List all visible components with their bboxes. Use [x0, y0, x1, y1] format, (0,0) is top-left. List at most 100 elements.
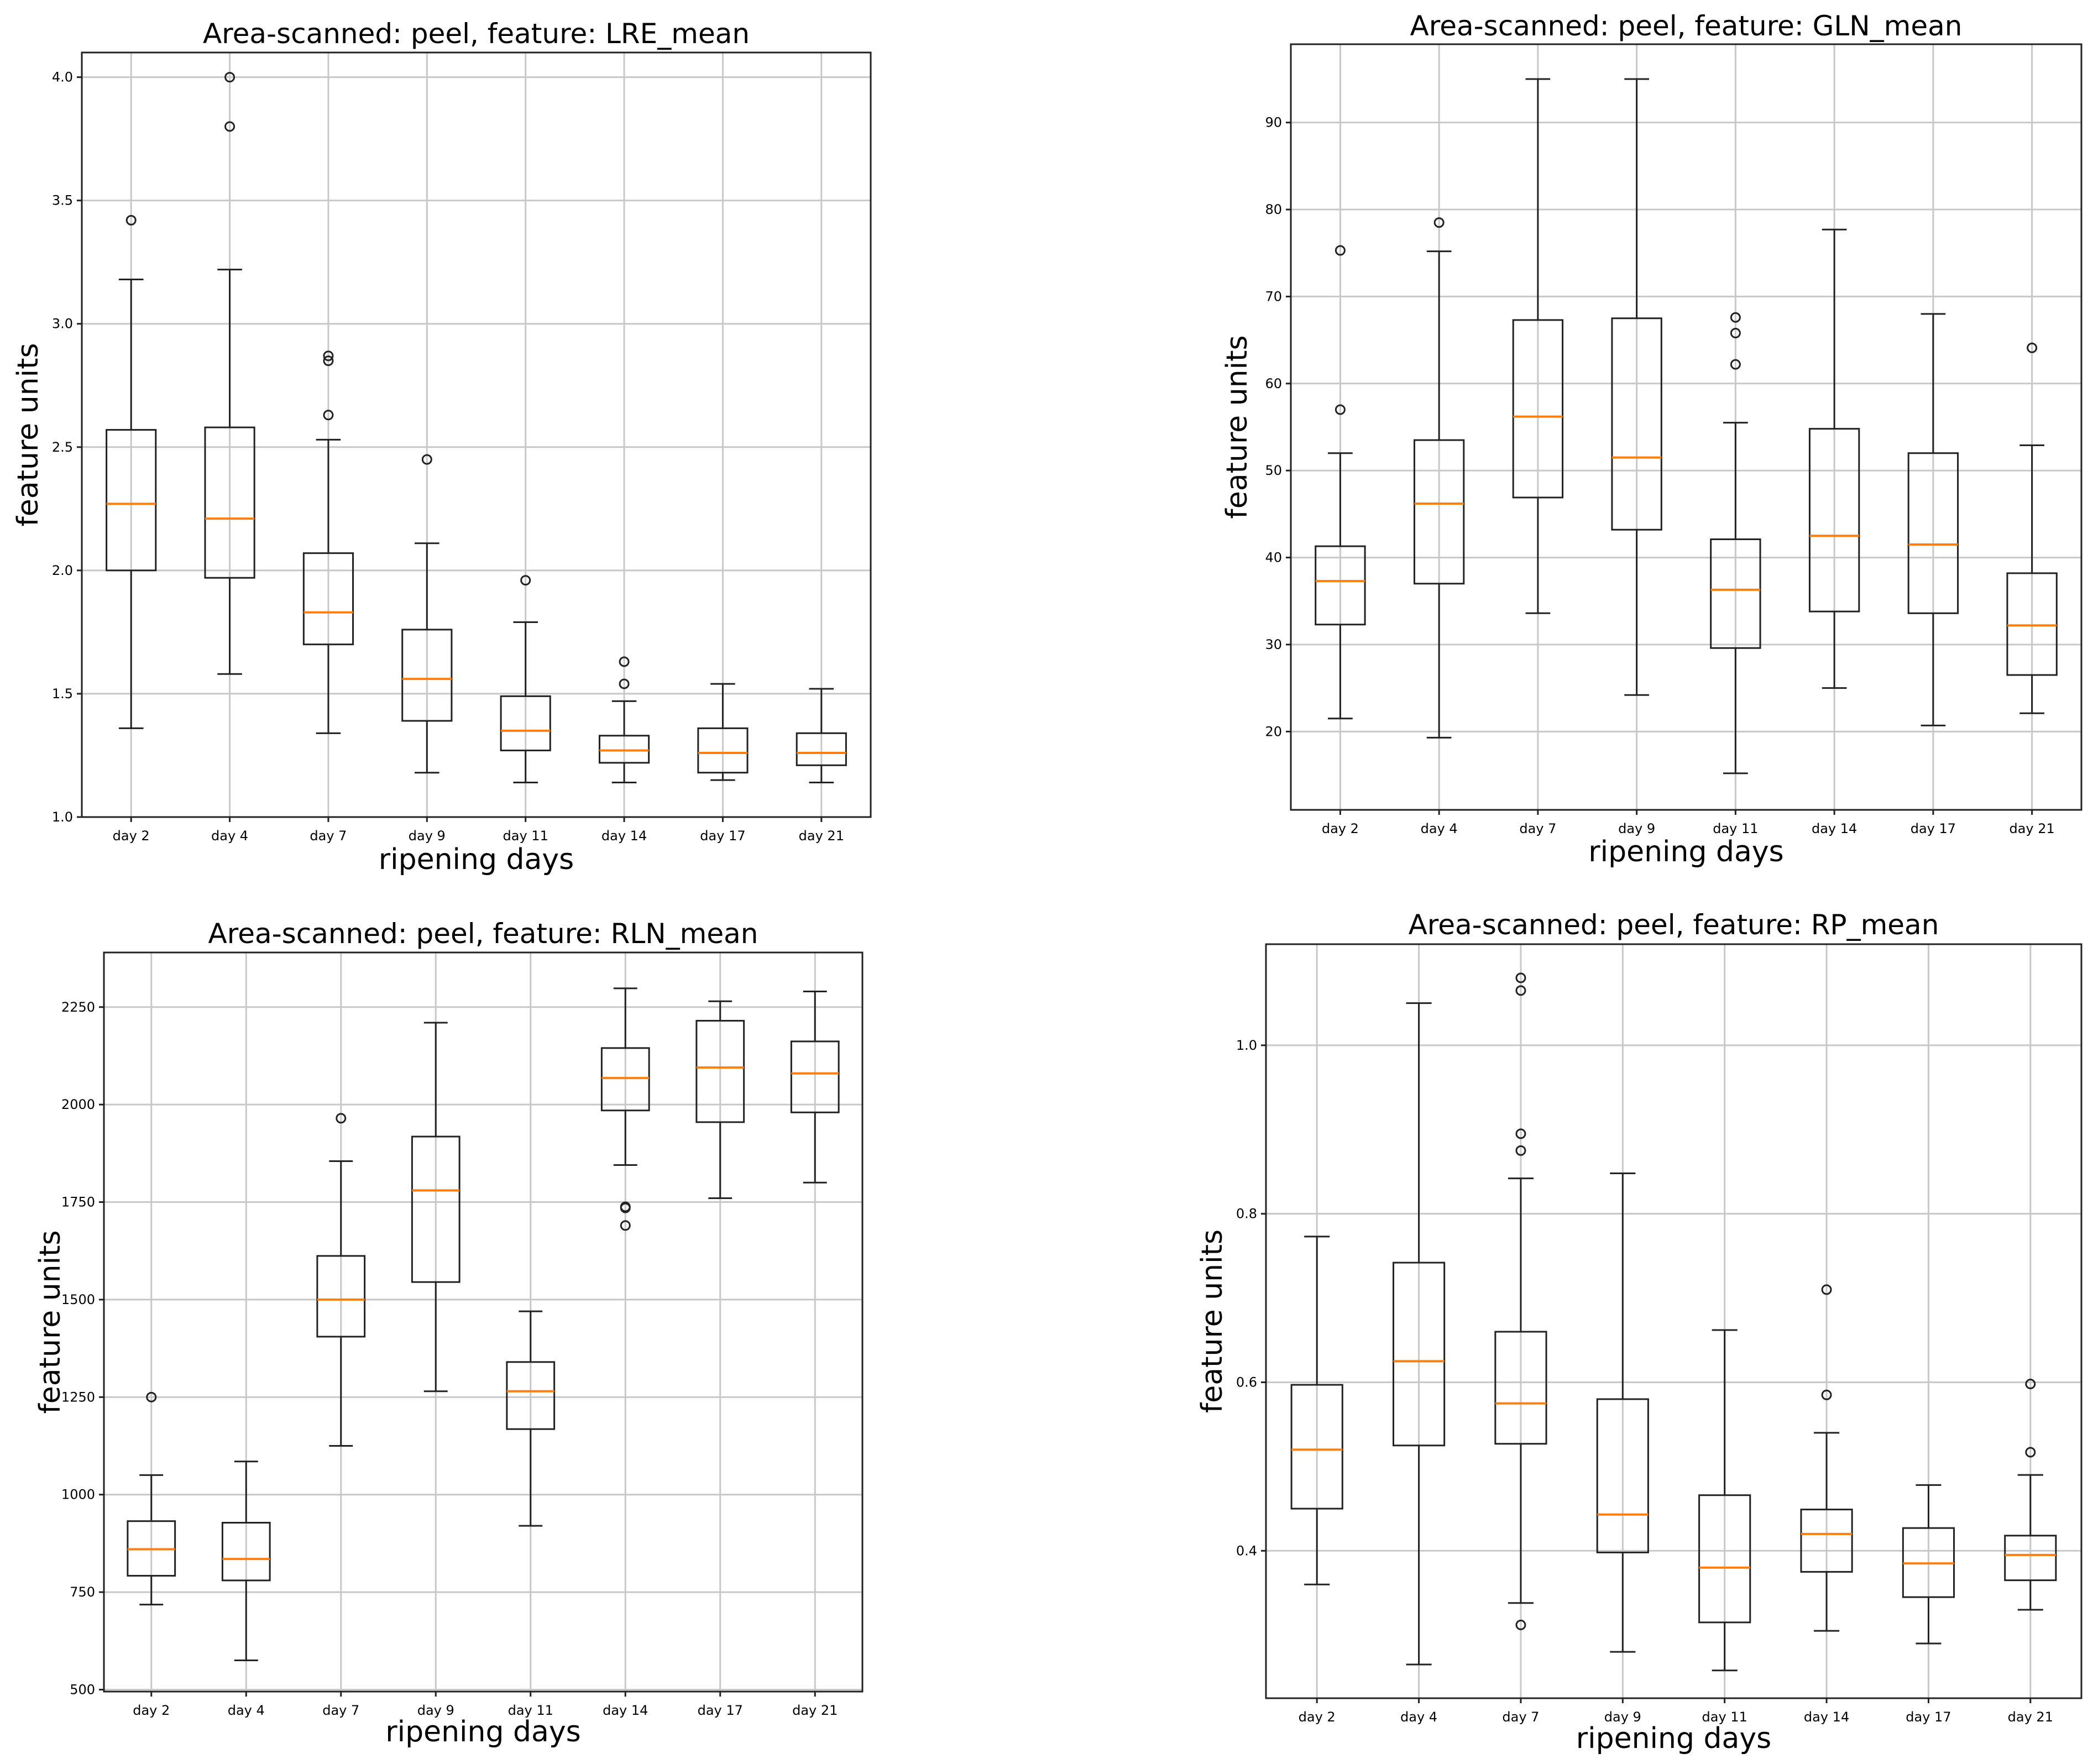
outlier-point	[1515, 972, 1526, 983]
x-tick-label: day 17	[1906, 1709, 1951, 1725]
x-tick-label: day 2	[1299, 1709, 1336, 1725]
y-tick-label: 0.6	[1236, 1374, 1257, 1390]
box-day-7	[1512, 78, 1564, 614]
x-tick-label: day 9	[1618, 821, 1655, 836]
chart-title: Area-scanned: peel, feature: RP_mean	[1409, 909, 1939, 941]
x-tick-label: day 14	[601, 828, 647, 844]
iqr-box	[302, 552, 354, 646]
y-tick-label: 20	[1265, 724, 1282, 739]
x-tick-label: day 2	[113, 828, 150, 844]
outlier-point	[323, 350, 334, 362]
outlier-point	[2025, 1379, 2036, 1390]
box-day-2	[1315, 245, 1366, 720]
y-tick-label: 80	[1265, 202, 1282, 217]
outlier-point	[1730, 328, 1741, 339]
box-day-11	[506, 1310, 556, 1527]
iqr-box	[1315, 545, 1366, 626]
box-day-7	[1494, 972, 1547, 1630]
box-day-4	[221, 1461, 271, 1662]
x-tick-label: day 21	[2009, 821, 2054, 836]
x-tick-label: day 7	[1519, 821, 1556, 836]
outlier-point	[1821, 1284, 1832, 1295]
outlier-point	[1433, 217, 1445, 228]
box-day-21	[2006, 342, 2058, 714]
box-day-17	[1902, 1484, 1955, 1645]
iqr-box	[1907, 452, 1959, 614]
outlier-point	[224, 121, 236, 132]
outlier-point	[1730, 312, 1741, 323]
iqr-box	[1413, 439, 1465, 585]
outlier-point	[146, 1391, 157, 1402]
iqr-box	[221, 1522, 271, 1582]
x-tick-label: day 14	[1812, 821, 1857, 836]
iqr-box	[1290, 1384, 1343, 1510]
y-tick-label: 750	[70, 1584, 95, 1600]
box-day-4	[1392, 1002, 1446, 1666]
chart-title: Area-scanned: peel, feature: LRE_mean	[203, 18, 750, 50]
iqr-box	[2006, 572, 2058, 676]
x-tick-label: day 21	[792, 1703, 838, 1718]
box-day-17	[1907, 313, 1959, 726]
box-day-14	[598, 656, 650, 784]
y-tick-label: 1500	[61, 1292, 95, 1307]
outlier-point	[323, 355, 334, 367]
outlier-point	[619, 656, 630, 667]
iqr-box	[790, 1040, 840, 1113]
iqr-box	[106, 429, 157, 572]
y-tick-label: 1750	[61, 1195, 95, 1210]
box-day-9	[1611, 78, 1662, 696]
box-day-11	[1710, 312, 1761, 774]
plot-frame	[1290, 43, 2082, 811]
outlier-point	[1515, 1145, 1526, 1156]
chart-panel-3: 500 750 1000 1250 1500 1750 2000 2250 day 2 day 4…	[34, 918, 864, 1749]
box-day-9	[411, 1022, 461, 1393]
x-tick-label: day 17	[698, 1703, 743, 1718]
plot-frame	[103, 951, 864, 1693]
chart-panel-4: 0.4 0.6 0.8 1.0 day 2 day 4 day 7 day 9 day 11 da…	[1196, 909, 2082, 1755]
box-day-14	[1800, 1284, 1853, 1632]
y-tick-label: 3.0	[52, 316, 73, 332]
x-tick-label: day 14	[1804, 1709, 1849, 1725]
box-day-17	[695, 1000, 745, 1199]
y-tick-label: 0.4	[1236, 1543, 1257, 1558]
outlier-point	[620, 1201, 631, 1212]
outlier-point	[421, 454, 432, 465]
x-tick-label: day 4	[228, 1703, 265, 1718]
box-day-11	[1698, 1329, 1751, 1672]
y-tick-label: 50	[1265, 463, 1282, 478]
iqr-box	[1596, 1398, 1649, 1553]
iqr-box	[600, 1047, 650, 1112]
y-tick-label: 0.8	[1236, 1206, 1257, 1222]
x-tick-label: day 2	[133, 1703, 170, 1718]
iqr-box	[1611, 317, 1662, 531]
iqr-box	[401, 629, 453, 722]
outlier-point	[1821, 1389, 1832, 1400]
outlier-point	[336, 1113, 347, 1124]
box-day-7	[302, 350, 354, 734]
outlier-point	[1335, 245, 1346, 256]
y-tick-label: 70	[1265, 289, 1282, 304]
iqr-box	[697, 727, 749, 774]
x-tick-label: day 11	[1713, 821, 1758, 836]
y-axis-label: feature units	[34, 1230, 67, 1414]
x-axis-label: ripening days	[385, 1715, 580, 1749]
box-day-2	[1290, 1236, 1343, 1585]
chart-panel-2: 20 30 40 50 60 70 80 90 day 2 day 4 day 7 day 9 day …	[1221, 10, 2082, 868]
iqr-box	[506, 1361, 556, 1430]
y-tick-label: 2.5	[52, 439, 73, 455]
box-day-21	[790, 991, 840, 1184]
chart-panel-1: 1.0 1.5 2.0 2.5 3.0 3.5 4.0 day 2 day 4 day 7 day …	[12, 18, 872, 876]
x-tick-label: day 7	[1502, 1709, 1539, 1725]
x-axis-label: ripening days	[379, 843, 574, 876]
x-tick-label: day 9	[1604, 1709, 1641, 1725]
outlier-point	[2025, 1447, 2036, 1458]
box-day-9	[1596, 1172, 1649, 1653]
x-tick-label: day 21	[2008, 1709, 2053, 1725]
x-tick-label: day 2	[1322, 821, 1359, 836]
box-day-14	[600, 987, 650, 1231]
y-tick-label: 2000	[61, 1097, 95, 1112]
x-tick-label: day 7	[310, 828, 347, 844]
y-tick-label: 500	[70, 1682, 95, 1697]
x-tick-label: day 4	[1421, 821, 1458, 836]
outlier-point	[1515, 985, 1526, 996]
